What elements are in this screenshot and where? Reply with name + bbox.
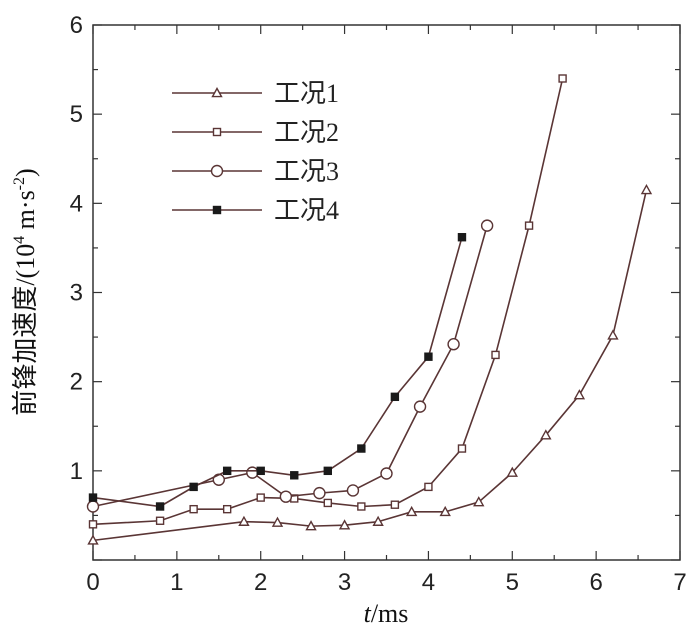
series-3-point [480, 219, 494, 232]
series-4-point [222, 466, 232, 476]
series-3-point [246, 466, 259, 479]
series-1-point [473, 496, 485, 507]
series-4-point [390, 392, 400, 402]
series-1-point [540, 429, 552, 440]
series-2-point [457, 444, 467, 453]
series-3-point [447, 338, 460, 351]
series-1-point [372, 515, 384, 526]
series-2-point [88, 520, 98, 529]
series-3-point [346, 484, 360, 497]
series-4-point [256, 466, 265, 476]
legend-marker [212, 127, 222, 137]
series-layer [86, 74, 653, 545]
series-4-point [457, 233, 467, 242]
series-2-point [189, 504, 198, 514]
x-tick-label: 0 [86, 569, 99, 596]
series-2-point [256, 493, 265, 502]
x-tick-label: 7 [673, 569, 686, 596]
plot-frame [92, 24, 681, 561]
x-tick-label: 6 [589, 569, 602, 596]
series-3-point [279, 490, 293, 503]
legend-marker [211, 87, 223, 98]
legend-item-3: 工况3 [172, 157, 339, 186]
series-2-point [357, 502, 366, 511]
series-2 [88, 74, 567, 529]
series-3-point [413, 400, 427, 413]
series-1-point [271, 516, 284, 527]
series-4 [88, 233, 467, 511]
x-tick-label: 1 [170, 569, 183, 596]
y-tick-label: 6 [70, 12, 83, 39]
series-4-point [323, 466, 332, 476]
y-tick-label: 1 [70, 458, 83, 485]
series-4-point [155, 502, 165, 511]
series-2-point [524, 221, 534, 230]
series-3-point [380, 467, 393, 480]
legend-label: 工况3 [274, 157, 339, 186]
series-4-point [424, 352, 433, 361]
series-2-point [558, 74, 567, 83]
y-axis-title: 前锋加速度/(104 m·s-2) [11, 168, 40, 415]
series-1-point [87, 534, 99, 545]
x-tick-label: 3 [338, 569, 351, 596]
legend-marker [212, 205, 222, 215]
legend-label: 工况1 [274, 79, 339, 108]
series-4-line [92, 237, 463, 508]
series-1-point [640, 184, 653, 195]
legend-item-1: 工况1 [172, 79, 339, 108]
x-tick-label: 4 [422, 569, 435, 596]
series-2-point [155, 516, 165, 525]
series-1-point [338, 519, 351, 530]
series-1-point [573, 389, 586, 400]
y-tick-label: 5 [70, 101, 83, 128]
series-4-point [189, 482, 198, 492]
series-2-point [222, 504, 232, 514]
series-1-point [238, 515, 250, 526]
legend-item-2: 工况2 [172, 118, 339, 147]
series-3-point [86, 500, 100, 513]
series-3-line [92, 225, 488, 508]
series-2-line [92, 78, 564, 526]
legend-label: 工况4 [274, 196, 339, 225]
tick-labels: 0 1 2 3 4 5 6 7 1 2 3 4 5 6 [70, 12, 687, 596]
series-2-point [390, 500, 400, 509]
legend: 工况1 工况2 工况3 工况4 [172, 79, 339, 225]
series-4-point [290, 471, 299, 480]
series-1-point [305, 520, 317, 531]
y-tick-label: 2 [70, 369, 83, 396]
x-tick-label: 2 [254, 569, 267, 596]
series-4-point [357, 444, 366, 453]
x-axis-title: t/ms [364, 599, 409, 628]
series-3-point [313, 486, 326, 500]
legend-marker [210, 164, 224, 178]
series-1-point [439, 505, 451, 517]
series-1-point [506, 466, 518, 477]
series-2-point [424, 482, 433, 492]
series-4-point [88, 493, 98, 502]
series-1 [87, 184, 653, 545]
y-tick-label: 3 [70, 280, 83, 307]
y-tick-label: 4 [70, 190, 83, 217]
series-1-point [607, 329, 619, 340]
legend-label: 工况2 [274, 118, 339, 147]
series-3 [86, 219, 494, 513]
series-1-line [92, 189, 648, 542]
series-2-point [491, 350, 500, 360]
legend-item-4: 工况4 [172, 196, 339, 225]
x-tick-label: 5 [506, 569, 519, 596]
axis-ticks [92, 24, 681, 561]
series-2-point [323, 498, 332, 508]
series-1-point [405, 505, 418, 517]
